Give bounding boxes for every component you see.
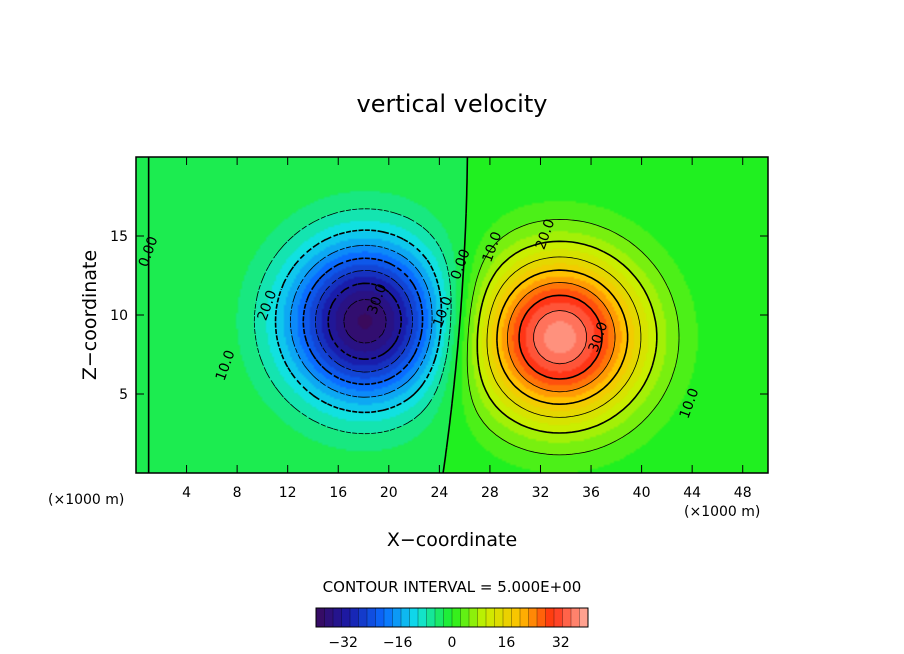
colorbar-slice bbox=[536, 607, 546, 628]
y-axis-label: Z−coordinate bbox=[79, 250, 101, 380]
colorbar-slice bbox=[332, 607, 342, 628]
colorbar-slice bbox=[426, 607, 436, 628]
contour-line bbox=[327, 282, 403, 360]
contour-line bbox=[253, 208, 452, 435]
x-tick-label: 16 bbox=[329, 485, 347, 501]
colorbar-slice bbox=[579, 607, 589, 628]
contour-line bbox=[302, 257, 424, 386]
colorbar-tick-label: −32 bbox=[328, 635, 358, 651]
colorbar-tick-label: −16 bbox=[383, 635, 413, 651]
contour-line bbox=[476, 240, 658, 434]
colorbar-slice bbox=[562, 607, 572, 628]
colorbar-tick-label: 32 bbox=[552, 635, 570, 651]
x-tick-label: 40 bbox=[633, 485, 651, 501]
colorbar-ticks: −32 −16 0 16 32 bbox=[328, 635, 569, 651]
contour-line bbox=[343, 299, 387, 344]
y-unit: (×1000 m) bbox=[48, 492, 124, 508]
contour-line bbox=[518, 294, 603, 380]
colorbar-slice bbox=[443, 607, 453, 628]
colorbar-slice bbox=[434, 607, 444, 628]
contour-line bbox=[466, 219, 680, 456]
colorbar-tick-label: 16 bbox=[497, 635, 515, 651]
colorbar-slice bbox=[341, 607, 351, 628]
colorbar-slice bbox=[375, 607, 385, 628]
contour-line bbox=[315, 270, 413, 373]
colorbar-tick-label: 0 bbox=[448, 635, 457, 651]
colorbar-slice bbox=[366, 607, 376, 628]
colorbar-slice bbox=[570, 607, 580, 628]
x-tick-label: 36 bbox=[582, 485, 600, 501]
colorbar-slices bbox=[315, 607, 589, 628]
y-tick-label: 10 bbox=[110, 308, 128, 324]
x-tick-label: 44 bbox=[683, 485, 701, 501]
contour-line bbox=[507, 282, 616, 393]
colorbar-slice bbox=[519, 607, 529, 628]
colorbar-slice bbox=[485, 607, 495, 628]
x-tick-label: 8 bbox=[233, 485, 242, 501]
colorbar-slice bbox=[400, 607, 410, 628]
contour-line bbox=[290, 244, 433, 398]
colorbar-slice bbox=[553, 607, 563, 628]
contour-line bbox=[496, 269, 629, 405]
colorbar-slice bbox=[468, 607, 478, 628]
contour-line bbox=[274, 229, 443, 414]
colorbar-slice bbox=[528, 607, 538, 628]
colorbar-slice bbox=[324, 607, 334, 628]
contour-line bbox=[442, 157, 469, 473]
velocity-field bbox=[136, 157, 768, 473]
colorbar-slice bbox=[392, 607, 402, 628]
x-tick-label: 48 bbox=[734, 485, 752, 501]
x-axis-label: X−coordinate bbox=[387, 529, 517, 551]
x-tick-label: 20 bbox=[380, 485, 398, 501]
colorbar-slice bbox=[502, 607, 512, 628]
contour-lines bbox=[147, 157, 680, 473]
y-tick-label: 5 bbox=[119, 387, 128, 403]
colorbar-slice bbox=[417, 607, 427, 628]
colorbar-slice bbox=[460, 607, 470, 628]
contour-line bbox=[486, 256, 642, 418]
colorbar-slice bbox=[451, 607, 461, 628]
x-tick-label: 24 bbox=[430, 485, 448, 501]
x-tick-label: 28 bbox=[481, 485, 499, 501]
y-tick-label: 15 bbox=[110, 229, 128, 245]
colorbar-slice bbox=[545, 607, 555, 628]
contour-interval: CONTOUR INTERVAL = 5.000E+00 bbox=[323, 578, 582, 596]
x-tick-label: 4 bbox=[182, 485, 191, 501]
chart-title: vertical velocity bbox=[357, 90, 548, 118]
x-unit: (×1000 m) bbox=[684, 504, 760, 520]
x-ticks: 4 8 12 16 20 24 28 32 36 40 44 48 bbox=[182, 157, 752, 501]
colorbar-frame bbox=[315, 607, 589, 628]
x-tick-label: 12 bbox=[279, 485, 297, 501]
colorbar-slice bbox=[511, 607, 521, 628]
colorbar-slice bbox=[358, 607, 368, 628]
x-tick-label: 32 bbox=[532, 485, 550, 501]
colorbar: −32 −16 0 16 32 bbox=[315, 607, 589, 651]
contour-line bbox=[533, 310, 587, 365]
y-ticks: 5 10 15 bbox=[110, 229, 768, 403]
colorbar-slice bbox=[409, 607, 419, 628]
colorbar-slice bbox=[494, 607, 504, 628]
colorbar-slice bbox=[383, 607, 393, 628]
colorbar-slice bbox=[477, 607, 487, 628]
colorbar-slice bbox=[315, 607, 325, 628]
colorbar-slice bbox=[349, 607, 359, 628]
